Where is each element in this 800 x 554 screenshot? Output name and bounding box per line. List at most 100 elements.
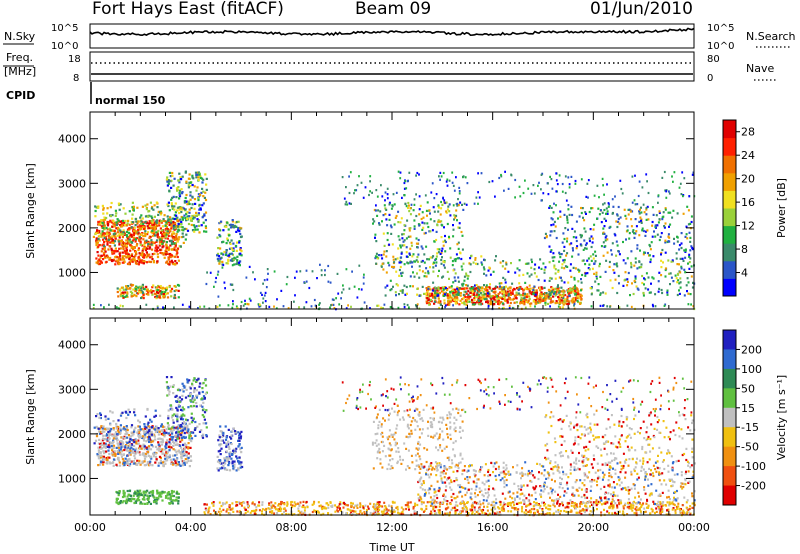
scatter-cell [476, 291, 479, 294]
scatter-cell [663, 170, 666, 174]
scatter-cell [453, 189, 456, 192]
scatter-cell [562, 303, 565, 306]
scatter-cell [112, 450, 115, 453]
scatter-cell [176, 418, 179, 421]
scatter-cell [166, 237, 169, 240]
scatter-cell [135, 230, 138, 233]
scatter-cell [157, 213, 160, 216]
scatter-cell [99, 412, 102, 415]
scatter-cell [176, 437, 179, 440]
scatter-cell [129, 243, 132, 247]
scatter-cell [545, 295, 548, 298]
scatter-cell [391, 265, 393, 268]
scatter-cell [229, 226, 233, 229]
scatter-cell [163, 448, 167, 451]
scatter-cell [156, 289, 159, 292]
scatter-cell [502, 292, 506, 296]
scatter-cell [470, 254, 473, 257]
colorbar-swatch [723, 155, 736, 174]
scatter-cell [123, 448, 126, 452]
scatter-cell [572, 299, 576, 303]
scatter-cell [169, 385, 172, 388]
scatter-cell [554, 292, 557, 295]
scatter-cell [111, 214, 114, 217]
scatter-cell [592, 253, 595, 256]
scatter-cell [623, 279, 626, 282]
scatter-cell [145, 292, 148, 296]
scatter-cell [544, 303, 547, 306]
scatter-cell [442, 264, 445, 267]
scatter-cell [144, 204, 147, 207]
scatter-cell [630, 250, 633, 253]
scatter-cell [378, 223, 381, 226]
scatter-cell [640, 218, 643, 221]
scatter-cell [550, 178, 553, 181]
scatter-cell [669, 223, 672, 226]
scatter-cell [98, 262, 101, 265]
scatter-cell [518, 269, 521, 272]
scatter-cell [678, 282, 681, 285]
scatter-cell [187, 184, 190, 187]
scatter-cell [236, 255, 239, 258]
scatter-cell [99, 443, 102, 446]
scatter-cell [157, 428, 160, 432]
scatter-cell [524, 281, 527, 284]
scatter-cell [485, 286, 488, 289]
scatter-cell [562, 259, 565, 262]
scatter-cell [543, 268, 546, 271]
scatter-cell [432, 266, 435, 269]
scatter-cell [135, 232, 138, 235]
scatter-cell [461, 283, 464, 286]
scatter-cell [509, 298, 512, 301]
scatter-cell [346, 203, 349, 206]
scatter-cell [149, 460, 152, 463]
scatter-cell [180, 414, 183, 417]
scatter-cell [149, 221, 152, 224]
scatter-cell [374, 236, 376, 239]
scatter-cell [564, 298, 567, 301]
scatter-cell [681, 171, 684, 174]
scatter-cell [137, 258, 140, 261]
scatter-cell [151, 286, 154, 289]
scatter-cell [110, 249, 113, 252]
scatter-cell [174, 449, 177, 452]
scatter-cell [418, 294, 421, 297]
scatter-cell [474, 287, 477, 290]
scatter-cell [486, 301, 490, 304]
scatter-cell [454, 288, 457, 291]
scatter-cell [513, 294, 516, 297]
scatter-cell [195, 394, 198, 397]
scatter-cell [145, 455, 148, 458]
scatter-cell [384, 213, 387, 216]
scatter-cell [165, 376, 169, 379]
scatter-cell [139, 226, 142, 229]
scatter-cell [568, 186, 571, 189]
scatter-cell [215, 276, 217, 280]
scatter-cell [195, 176, 198, 179]
scatter-cell [616, 244, 619, 247]
scatter-cell [545, 297, 548, 300]
scatter-cell [133, 430, 136, 433]
scatter-cell [157, 437, 160, 440]
scatter-cell [145, 251, 148, 254]
scatter-cell [154, 223, 158, 226]
scatter-cell [526, 293, 529, 296]
scatter-cell [451, 264, 454, 267]
scatter-cell [151, 229, 154, 232]
scatter-cell [534, 263, 537, 266]
scatter-cell [202, 381, 205, 385]
scatter-cell [223, 457, 226, 460]
scatter-cell [570, 290, 573, 293]
scatter-cell [548, 292, 551, 296]
scatter-cell [124, 410, 127, 413]
scatter-cell [158, 219, 162, 222]
scatter-cell [566, 295, 569, 298]
scatter-cell [648, 243, 651, 247]
scatter-cell [187, 442, 190, 445]
scatter-cell [195, 225, 198, 228]
scatter-cell [204, 219, 207, 222]
scatter-cell [125, 247, 128, 250]
scatter-cell [182, 427, 185, 430]
scatter-cell [537, 184, 539, 187]
scatter-cell [138, 252, 141, 255]
